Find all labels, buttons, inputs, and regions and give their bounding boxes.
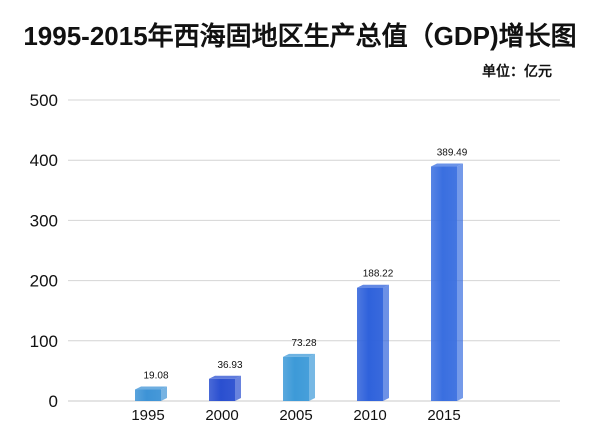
x-tick-label: 2000 (205, 407, 238, 424)
bar-side (309, 353, 315, 401)
bar (209, 378, 235, 401)
bar (135, 389, 161, 401)
x-tick-label: 2005 (279, 407, 312, 424)
bar-top (135, 386, 167, 390)
bar (283, 356, 309, 401)
y-tick-label: 0 (49, 392, 58, 411)
bar-side (235, 375, 241, 401)
x-tick-label: 1995 (131, 407, 164, 424)
bar (357, 287, 383, 401)
y-tick-label: 100 (30, 332, 58, 351)
data-label: 188.22 (363, 269, 394, 280)
data-label: 73.28 (291, 338, 316, 349)
x-tick-label: 2010 (353, 407, 386, 424)
y-tick-label: 400 (30, 151, 58, 170)
bar-top (283, 353, 315, 357)
unit-label: 单位：亿元 (482, 64, 552, 80)
bar-top (431, 163, 463, 167)
bar (431, 166, 457, 401)
y-tick-label: 200 (30, 272, 58, 291)
y-tick-label: 300 (30, 211, 58, 230)
chart-title: 1995-2015年西海固地区生产总值（GDP)增长图 (23, 21, 577, 51)
bar-side (161, 386, 167, 401)
bar-side (457, 163, 463, 401)
data-label: 389.49 (437, 148, 468, 159)
bar-top (209, 375, 241, 379)
y-tick-label: 500 (30, 91, 58, 110)
x-tick-label: 2015 (427, 407, 460, 424)
bar-side (383, 284, 389, 401)
data-label: 19.08 (143, 371, 168, 382)
data-label: 36.93 (217, 360, 242, 371)
bar-top (357, 284, 389, 288)
